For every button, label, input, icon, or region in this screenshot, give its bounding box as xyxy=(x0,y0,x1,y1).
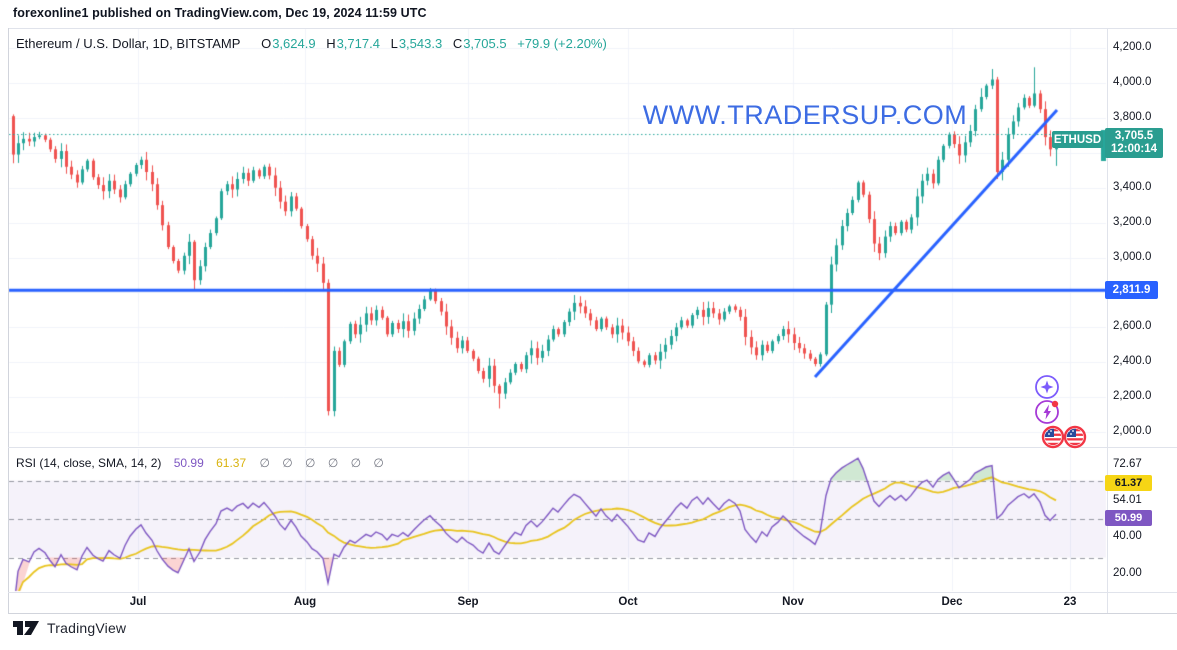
time-scale-separator xyxy=(8,592,1177,593)
low-value: 3,543.3 xyxy=(398,36,443,51)
floating-toolbar xyxy=(1035,375,1087,449)
rsi-axis-badge-yellow: 61.37 xyxy=(1105,475,1152,491)
lightning-icon[interactable] xyxy=(1035,400,1059,424)
symbol-title[interactable]: Ethereum / U.S. Dollar, 1D, BITSTAMP xyxy=(16,36,241,51)
pane-separator[interactable] xyxy=(8,447,1177,448)
price-axis-label: 4,000.0 xyxy=(1113,76,1152,88)
low-label: L xyxy=(390,36,398,51)
price-axis-label: 2,200.0 xyxy=(1113,390,1152,403)
high-value: 3,717.4 xyxy=(336,36,380,51)
watermark: WWW.TRADERSUP.COM xyxy=(642,100,968,130)
symbol-price-flag: ETHUSD xyxy=(1052,131,1103,148)
price-axis-label: 3,200.0 xyxy=(1113,215,1152,228)
level-price-badge: 2,811.9 xyxy=(1105,281,1158,299)
time-axis-label: 23 xyxy=(1063,596,1077,608)
time-axis-label: Oct xyxy=(618,596,638,608)
rsi-axis-label: 54.01 xyxy=(1113,494,1142,506)
price-axis-label: 3,400.0 xyxy=(1113,180,1152,193)
price-axis-label: 2,000.0 xyxy=(1113,425,1152,438)
high-label: H xyxy=(326,36,336,51)
chart-frame-top xyxy=(8,28,1177,29)
rsi-axis-badge-purple: 50.99 xyxy=(1105,510,1152,526)
price-axis-label: 3,800.0 xyxy=(1113,110,1152,123)
close-value: 3,705.5 xyxy=(463,36,507,51)
change-value: +79.9 (+2.20%) xyxy=(517,36,607,51)
chart-frame-bottom xyxy=(8,613,1177,614)
close-label: C xyxy=(452,36,463,51)
footer: TradingView xyxy=(13,620,126,636)
symbol-legend: Ethereum / U.S. Dollar, 1D, BITSTAMP O3,… xyxy=(16,36,607,51)
price-axis-label: 4,200.0 xyxy=(1113,41,1152,54)
tradingview-logo-icon[interactable] xyxy=(13,620,40,636)
open-label: O xyxy=(261,36,272,51)
us-flag-icon-left[interactable] xyxy=(1041,425,1065,449)
rsi-empty-slots: ∅ ∅ ∅ ∅ ∅ ∅ xyxy=(259,456,384,470)
open-value: 3,624.9 xyxy=(272,36,316,51)
last-price-value: 3,705.5 xyxy=(1114,130,1154,142)
last-price-badge: 3,705.5 12:00:14 xyxy=(1105,128,1163,158)
time-axis-label: Nov xyxy=(782,596,804,608)
rsi-axis-label: 40.00 xyxy=(1113,530,1142,542)
time-axis-label: Aug xyxy=(293,596,317,608)
price-axis-label: 2,600.0 xyxy=(1113,320,1152,333)
price-scale-separator[interactable] xyxy=(1107,28,1108,613)
us-flag-icon-right[interactable] xyxy=(1063,425,1087,449)
countdown-timer: 12:00:14 xyxy=(1110,143,1158,155)
sparkle-icon[interactable] xyxy=(1035,375,1059,399)
rsi-axis-label: 72.67 xyxy=(1113,458,1142,470)
price-axis-label: 3,000.0 xyxy=(1113,250,1152,263)
time-axis-label: Jul xyxy=(129,596,147,608)
time-axis-label: Dec xyxy=(941,596,963,608)
rsi-legend: RSI (14, close, SMA, 14, 2) 50.99 61.37 … xyxy=(16,456,384,470)
rsi-axis-label: 20.00 xyxy=(1113,567,1142,579)
price-axis-label: 2,400.0 xyxy=(1113,355,1152,368)
rsi-title[interactable]: RSI (14, close, SMA, 14, 2) xyxy=(16,456,162,470)
rsi-sma-value: 61.37 xyxy=(216,456,247,470)
tradingview-brand[interactable]: TradingView xyxy=(47,620,127,636)
rsi-value: 50.99 xyxy=(173,456,204,470)
chart-frame-left xyxy=(8,28,9,613)
time-axis-label: Sep xyxy=(457,596,479,608)
